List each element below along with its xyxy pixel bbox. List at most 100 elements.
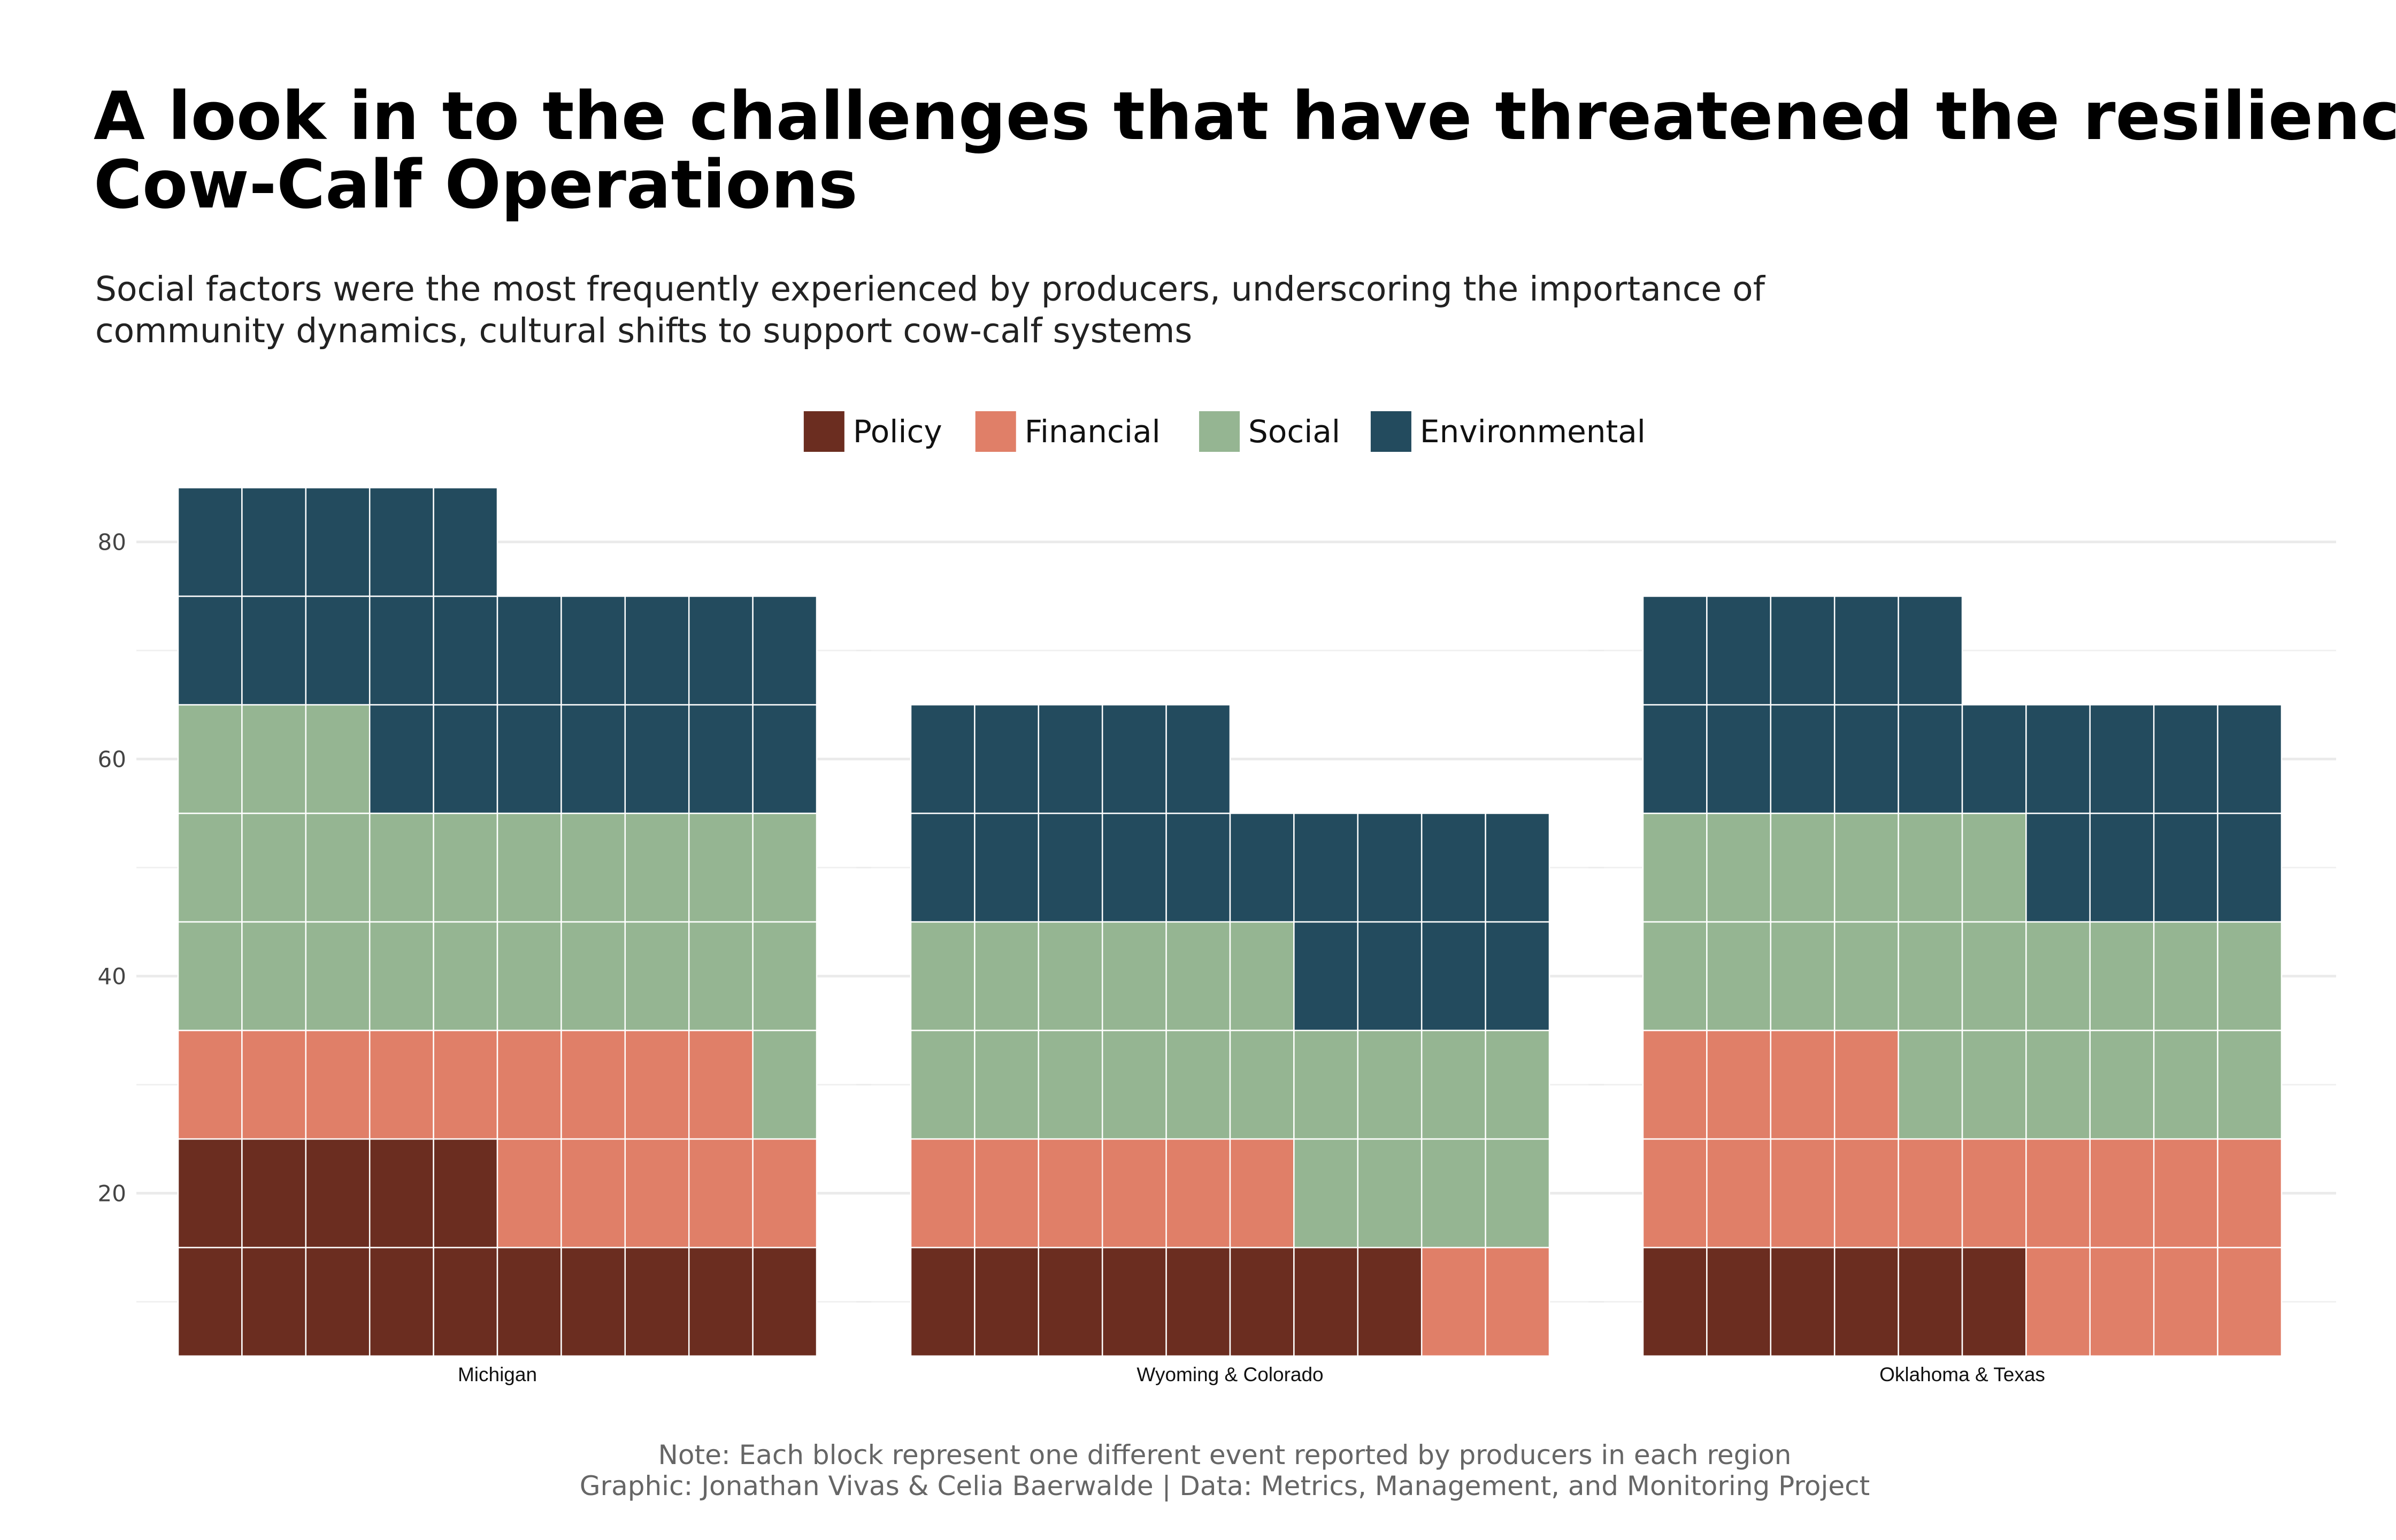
- block-environmental: [1420, 812, 1486, 923]
- block-financial: [1770, 1029, 1836, 1140]
- block-social: [2025, 1029, 2091, 1140]
- block-environmental: [1165, 704, 1231, 814]
- block-environmental: [1770, 595, 1836, 706]
- title-line-1: A look in to the challenges that have th…: [94, 78, 2396, 155]
- block-policy: [1833, 1246, 1899, 1357]
- block-social: [305, 921, 371, 1031]
- block-policy: [1642, 1246, 1708, 1357]
- block-environmental: [974, 704, 1040, 814]
- block-social: [974, 921, 1040, 1031]
- y-tick-label: 20: [98, 1181, 126, 1207]
- block-financial: [1770, 1138, 1836, 1249]
- block-environmental: [1642, 704, 1708, 814]
- block-financial: [624, 1029, 690, 1140]
- block-environmental: [2217, 704, 2283, 814]
- block-financial: [560, 1029, 626, 1140]
- block-social: [624, 812, 690, 923]
- block-environmental: [1101, 704, 1167, 814]
- block-environmental: [368, 595, 434, 706]
- block-financial: [2153, 1138, 2218, 1249]
- block-policy: [177, 1138, 243, 1249]
- block-financial: [1420, 1246, 1486, 1357]
- block-environmental: [688, 595, 754, 706]
- block-social: [1165, 921, 1231, 1031]
- block-environmental: [910, 812, 976, 923]
- facet-label: Michigan: [458, 1364, 537, 1385]
- block-environmental: [433, 704, 498, 814]
- block-environmental: [433, 487, 498, 597]
- block-social: [1165, 1029, 1231, 1140]
- block-environmental: [1898, 595, 1963, 706]
- block-financial: [1706, 1029, 1772, 1140]
- block-social: [752, 1029, 818, 1140]
- block-financial: [974, 1138, 1040, 1249]
- block-social: [2025, 921, 2091, 1031]
- block-social: [1898, 921, 1963, 1031]
- block-environmental: [1293, 812, 1359, 923]
- panel-1: Michigan: [177, 487, 818, 1385]
- panel-2: Wyoming & Colorado: [910, 704, 1550, 1385]
- caption-line-1: Note: Each block represent one different…: [658, 1439, 1792, 1470]
- block-environmental: [241, 487, 307, 597]
- block-environmental: [1165, 812, 1231, 923]
- block-financial: [910, 1138, 976, 1249]
- legend-item-social: Social: [1199, 411, 1340, 452]
- block-financial: [1898, 1138, 1963, 1249]
- block-environmental: [433, 595, 498, 706]
- block-social: [241, 704, 307, 814]
- block-social: [2089, 1029, 2155, 1140]
- block-policy: [177, 1246, 243, 1357]
- block-policy: [305, 1138, 371, 1249]
- caption-line-2: Graphic: Jonathan Vivas & Celia Baerwald…: [580, 1470, 1870, 1502]
- block-financial: [2153, 1246, 2218, 1357]
- y-tick-label: 60: [98, 746, 126, 773]
- block-financial: [2025, 1246, 2091, 1357]
- block-social: [1961, 921, 2027, 1031]
- block-policy: [1357, 1246, 1423, 1357]
- block-policy: [560, 1246, 626, 1357]
- block-environmental: [752, 704, 818, 814]
- block-environmental: [1420, 921, 1486, 1031]
- y-axis: 20 40 60 80: [98, 529, 126, 1207]
- block-financial: [2089, 1246, 2155, 1357]
- block-policy: [1293, 1246, 1359, 1357]
- legend-label: Social: [1248, 413, 1340, 450]
- block-environmental: [1357, 812, 1423, 923]
- block-environmental: [1642, 595, 1708, 706]
- subtitle-line-2: community dynamics, cultural shifts to s…: [95, 311, 1192, 350]
- facet-label: Wyoming & Colorado: [1136, 1364, 1323, 1385]
- block-social: [1485, 1138, 1550, 1249]
- subtitle-line-1: Social factors were the most frequently …: [95, 270, 1766, 309]
- block-policy: [1165, 1246, 1231, 1357]
- block-social: [2153, 921, 2218, 1031]
- block-financial: [177, 1029, 243, 1140]
- block-social: [305, 812, 371, 923]
- block-environmental: [496, 595, 562, 706]
- block-environmental: [1101, 812, 1167, 923]
- block-social: [1833, 921, 1899, 1031]
- block-social: [1961, 812, 2027, 923]
- block-environmental: [1485, 812, 1550, 923]
- block-social: [2089, 921, 2155, 1031]
- block-social: [1706, 921, 1772, 1031]
- block-financial: [305, 1029, 371, 1140]
- block-environmental: [2089, 812, 2155, 923]
- legend: Policy Financial Social Environmental: [803, 411, 1646, 452]
- legend-label: Policy: [853, 413, 942, 450]
- block-social: [177, 921, 243, 1031]
- block-financial: [433, 1029, 498, 1140]
- block-social: [1706, 812, 1772, 923]
- block-policy: [1770, 1246, 1836, 1357]
- block-financial: [560, 1138, 626, 1249]
- block-environmental: [1229, 812, 1295, 923]
- block-social: [1642, 921, 1708, 1031]
- chart-subtitle: Social factors were the most frequently …: [95, 270, 1766, 350]
- block-policy: [688, 1246, 754, 1357]
- block-policy: [1706, 1246, 1772, 1357]
- block-social: [752, 812, 818, 923]
- block-financial: [688, 1138, 754, 1249]
- block-financial: [2217, 1138, 2283, 1249]
- block-policy: [752, 1246, 818, 1357]
- block-policy: [910, 1246, 976, 1357]
- block-policy: [1229, 1246, 1295, 1357]
